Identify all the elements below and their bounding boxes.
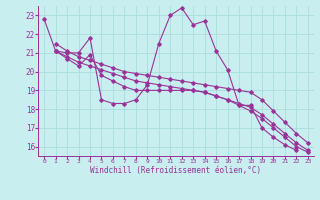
X-axis label: Windchill (Refroidissement éolien,°C): Windchill (Refroidissement éolien,°C) (91, 166, 261, 175)
